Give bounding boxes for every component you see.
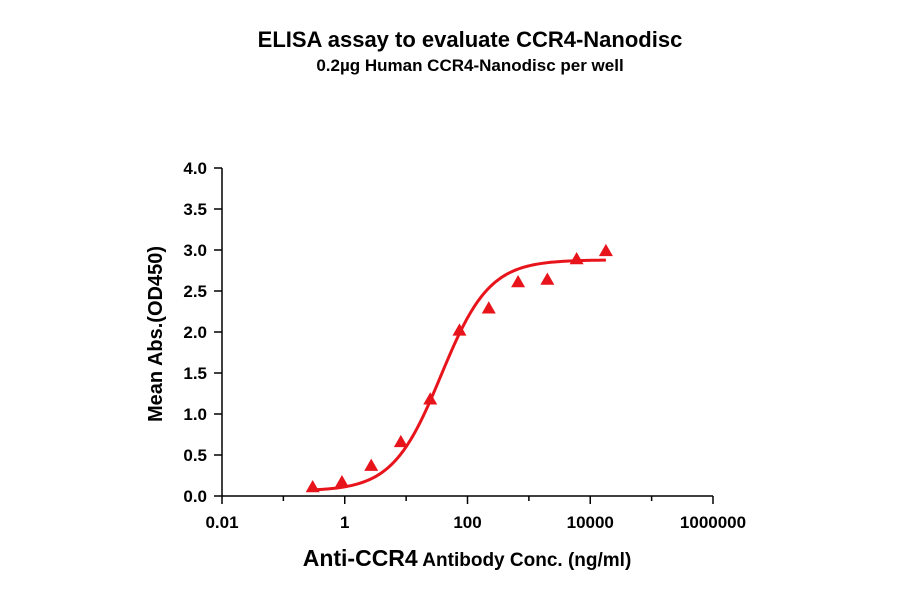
y-tick-label: 1.5 — [183, 364, 207, 383]
data-point-triangle — [393, 434, 408, 448]
data-points — [305, 243, 613, 493]
data-point-triangle — [540, 272, 555, 285]
y-axis-label: Mean Abs.(OD450) — [145, 246, 167, 422]
y-tick-label: 0.0 — [183, 487, 207, 506]
x-axis-label-main: Anti-CCR4 — [303, 545, 418, 571]
data-point-triangle — [452, 323, 467, 336]
data-point-triangle — [481, 301, 496, 314]
data-point-triangle — [569, 252, 584, 265]
x-axis-label: Anti-CCR4 Antibody Conc. (ng/ml) — [303, 545, 632, 571]
data-point-triangle — [364, 458, 379, 471]
x-tick-label: 100 — [453, 513, 481, 532]
x-axis-label-rest: Antibody Conc. (ng/ml) — [418, 550, 632, 571]
y-tick-label: 3.0 — [183, 241, 207, 260]
axes — [221, 168, 713, 497]
y-tick-label: 3.5 — [183, 200, 207, 219]
data-point-triangle — [305, 479, 320, 493]
x-tick-label: 0.01 — [205, 513, 238, 532]
y-tick-label: 2.5 — [183, 282, 207, 301]
y-axis-ticks: 0.0 0.5 1.0 1.5 2.0 2.5 3.0 3.5 4.0 — [183, 159, 222, 506]
y-tick-label: 0.5 — [183, 446, 207, 465]
x-tick-label: 1000000 — [680, 513, 746, 532]
chart-title: ELISA assay to evaluate CCR4-Nanodisc — [257, 27, 683, 52]
data-point-triangle — [511, 274, 526, 288]
y-tick-label: 4.0 — [183, 159, 207, 178]
fit-curve — [312, 258, 606, 492]
y-tick-label: 1.0 — [183, 405, 207, 424]
x-tick-label: 1 — [340, 513, 349, 532]
data-point-triangle — [334, 475, 349, 488]
data-point-triangle — [423, 392, 438, 405]
x-axis-ticks: 0.01 1 100 10000 1000000 — [205, 496, 746, 532]
x-tick-label: 10000 — [567, 513, 614, 532]
chart-subtitle: 0.2µg Human CCR4-Nanodisc per well — [316, 56, 624, 75]
data-point-triangle — [598, 243, 613, 257]
y-tick-label: 2.0 — [183, 323, 207, 342]
